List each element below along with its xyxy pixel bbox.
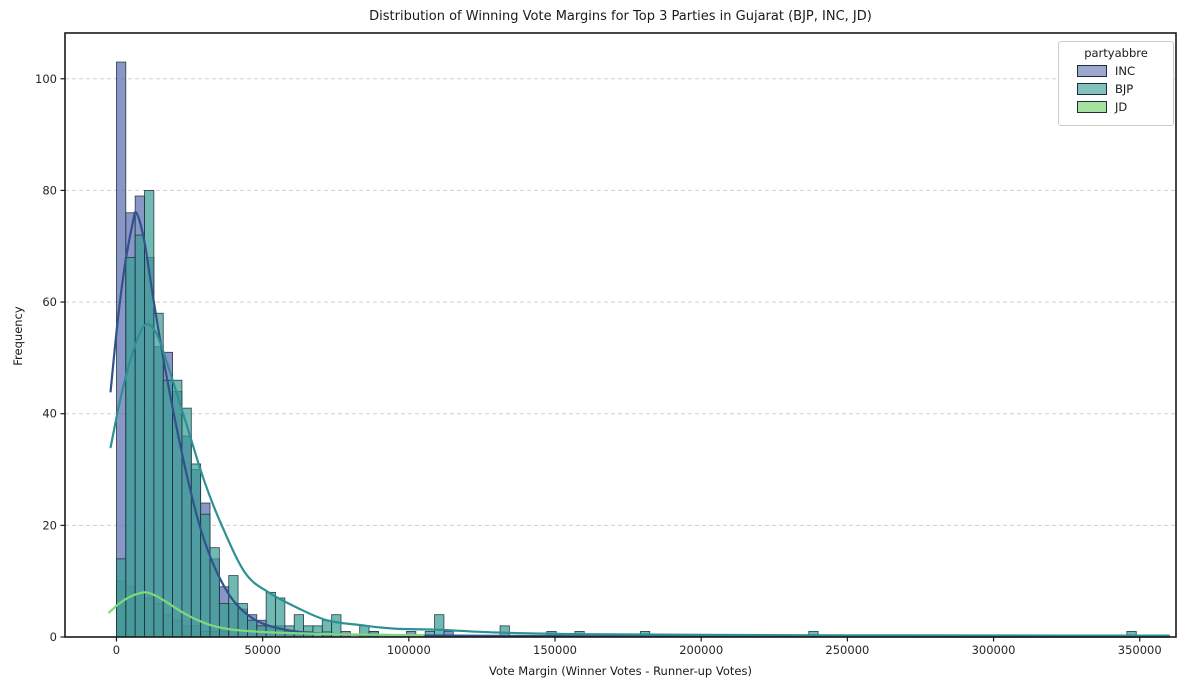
inc-swatch-icon [1077,65,1107,77]
histogram-bar-bjp [247,619,258,638]
histogram-bar-bjp [125,257,136,638]
x-tick-label: 0 [113,643,120,657]
legend-entry-bjp: BJP [1077,82,1165,96]
x-tick-label: 250000 [825,643,869,657]
histogram-bar-bjp [134,234,145,638]
x-tick-label: 100000 [387,643,431,657]
legend-entry-inc: INC [1077,64,1165,78]
y-tick-label: 80 [42,183,57,197]
histogram-bar-bjp [312,625,323,638]
legend-entry-jd: JD [1077,100,1165,114]
legend-entry-label: BJP [1115,82,1134,96]
histogram-bar-bjp [144,190,155,638]
plot-border [64,32,1177,638]
y-tick-label: 0 [50,630,57,644]
legend-title: partyabbre [1084,46,1148,60]
histogram-bar-inc [116,61,127,638]
legend-entry-label: JD [1115,100,1128,114]
y-tick-label: 60 [42,295,57,309]
kde-line-inc [109,210,1171,638]
histogram-bar-bjp [181,407,192,638]
x-tick-label: 350000 [1118,643,1162,657]
y-tick-label: 40 [42,407,57,421]
x-tick-label: 300000 [972,643,1016,657]
histogram-bar-bjp [153,312,164,638]
kde-line-bjp [109,322,1171,637]
histogram-bar-bjp [265,591,276,638]
x-tick-label: 200000 [679,643,723,657]
jd-swatch-icon [1077,101,1107,113]
y-tick-label: 20 [42,518,57,532]
histogram-bar-bjp [116,558,127,638]
kde-line-jd [108,591,425,637]
histogram-bar-bjp [190,463,202,638]
histogram-bar-bjp [434,614,445,638]
x-tick-label: 150000 [533,643,577,657]
x-tick-label: 50000 [244,643,281,657]
x-axis-label: Vote Margin (Winner Votes - Runner-up Vo… [489,664,752,678]
histogram-bar-bjp [162,379,173,638]
histogram-bar-bjp [275,597,286,638]
legend: partyabbre INC BJP JD [1058,41,1174,126]
histogram-bar-bjp [218,603,230,638]
legend-entry-label: INC [1115,64,1136,78]
chart-title: Distribution of Winning Vote Margins for… [369,9,872,24]
y-tick-label: 100 [35,72,57,86]
bjp-swatch-icon [1077,83,1107,95]
